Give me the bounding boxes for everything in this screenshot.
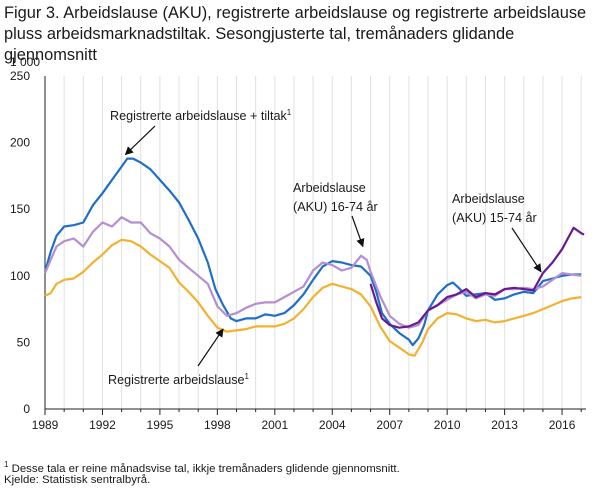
- x-tick-label: 2010: [434, 418, 461, 432]
- annotation-aku-15-74-line2: (AKU) 15-74 år: [452, 211, 537, 225]
- series-line-registrerte-arbeidslause-tiltak: [43, 157, 582, 347]
- arrow-aku-16-74: [351, 215, 365, 248]
- y-axis-unit-label: 1 000: [10, 55, 41, 69]
- annotation-aku-16-74-line2: (AKU) 16-74 år: [293, 200, 378, 214]
- x-tick-label: 2007: [376, 418, 403, 432]
- x-tick-label: 1995: [147, 418, 174, 432]
- series-line-registrerte-arbeidslause: [44, 238, 582, 357]
- annotation-aku-16-74-line1: Arbeidslause: [293, 181, 366, 195]
- x-tick-label: 2001: [261, 418, 288, 432]
- annotation-tiltak: Registrerte arbeidslause + tiltak1: [110, 108, 292, 123]
- y-tick-label: 50: [17, 335, 31, 349]
- x-tick-label: 1998: [204, 418, 231, 432]
- x-tick-label: 1989: [32, 418, 59, 432]
- y-tick-label: 250: [10, 69, 30, 83]
- y-tick-label: 150: [10, 202, 30, 216]
- series-lines: [43, 157, 585, 357]
- annotation-aku-15-74-line1: Arbeidslause: [452, 192, 525, 206]
- series-line-arbeidslause-aku-16-74-r: [43, 216, 582, 329]
- annotation-registrerte: Registrerte arbeidslause1: [108, 372, 250, 387]
- axes: 0 50 100 150 200 250 1989 1992 1995 1998 2001 2004 2…: [10, 69, 586, 432]
- arrow-tiltak: [124, 125, 156, 156]
- footnote: 1 Desse tala er reine månadsvise tal, ik…: [4, 460, 400, 475]
- x-tick-label: 2004: [319, 418, 346, 432]
- grid: [44, 76, 582, 409]
- y-tick-label: 100: [10, 269, 30, 283]
- arrow-registrerte: [197, 328, 224, 367]
- source-note: Kjelde: Statistisk sentralbyrå.: [4, 474, 151, 486]
- x-tick-label: 1992: [89, 418, 116, 432]
- y-tick-label: 0: [23, 402, 30, 416]
- y-tick-label: 200: [10, 136, 30, 150]
- annotation-arrows: [124, 125, 542, 367]
- chart-title: Figur 3. Arbeidslause (AKU), registrerte…: [4, 4, 587, 64]
- x-tick-label: 2016: [549, 418, 576, 432]
- x-tick-label: 2013: [491, 418, 518, 432]
- arrow-aku-15-74: [511, 227, 542, 273]
- series-line-arbeidslause-aku-15-74-r: [369, 226, 585, 329]
